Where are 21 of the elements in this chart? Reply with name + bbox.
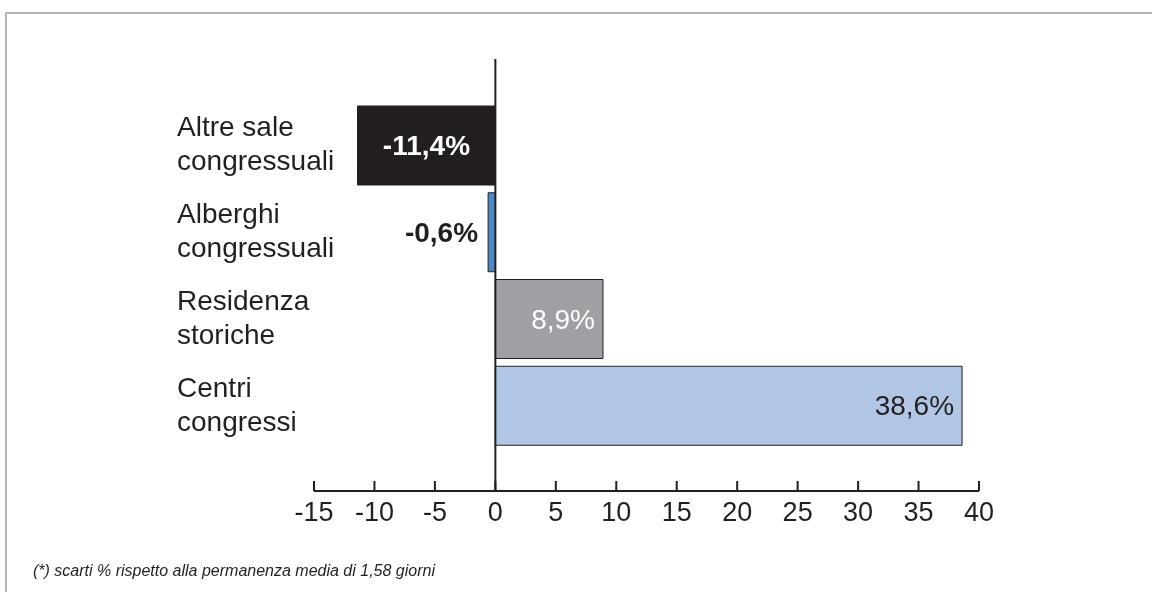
x-tick-label: -15 [294,497,334,527]
data-label: -0,6% [404,216,479,248]
x-tick-label: 10 [601,497,632,527]
x-tick-label: 15 [661,497,692,527]
x-tick-label: 0 [487,497,503,527]
x-tick-label: -5 [422,497,447,527]
data-label: -11,4% [382,130,471,161]
y-tick-label: Centri congressi [177,371,297,437]
x-tick-label: 30 [843,497,874,527]
y-tick-label: Alberghi congressuali [177,197,335,263]
x-tick-label: 20 [722,497,753,527]
x-tick-label: -10 [354,497,394,527]
x-tick-label: 25 [782,497,813,527]
x-tick-label: 40 [963,497,995,527]
data-label: 38,6% [874,390,955,422]
y-tick-label: Residenza storiche [177,284,310,350]
data-label: 8,9% [531,303,595,335]
x-tick-label: 35 [903,497,934,527]
y-tick-label: Altre sale congressuali [177,110,335,176]
text: (*) scarti % rispetto alla permanenza media di 1,58 giorni [33,562,435,580]
x-tick-label: 5 [548,497,564,527]
